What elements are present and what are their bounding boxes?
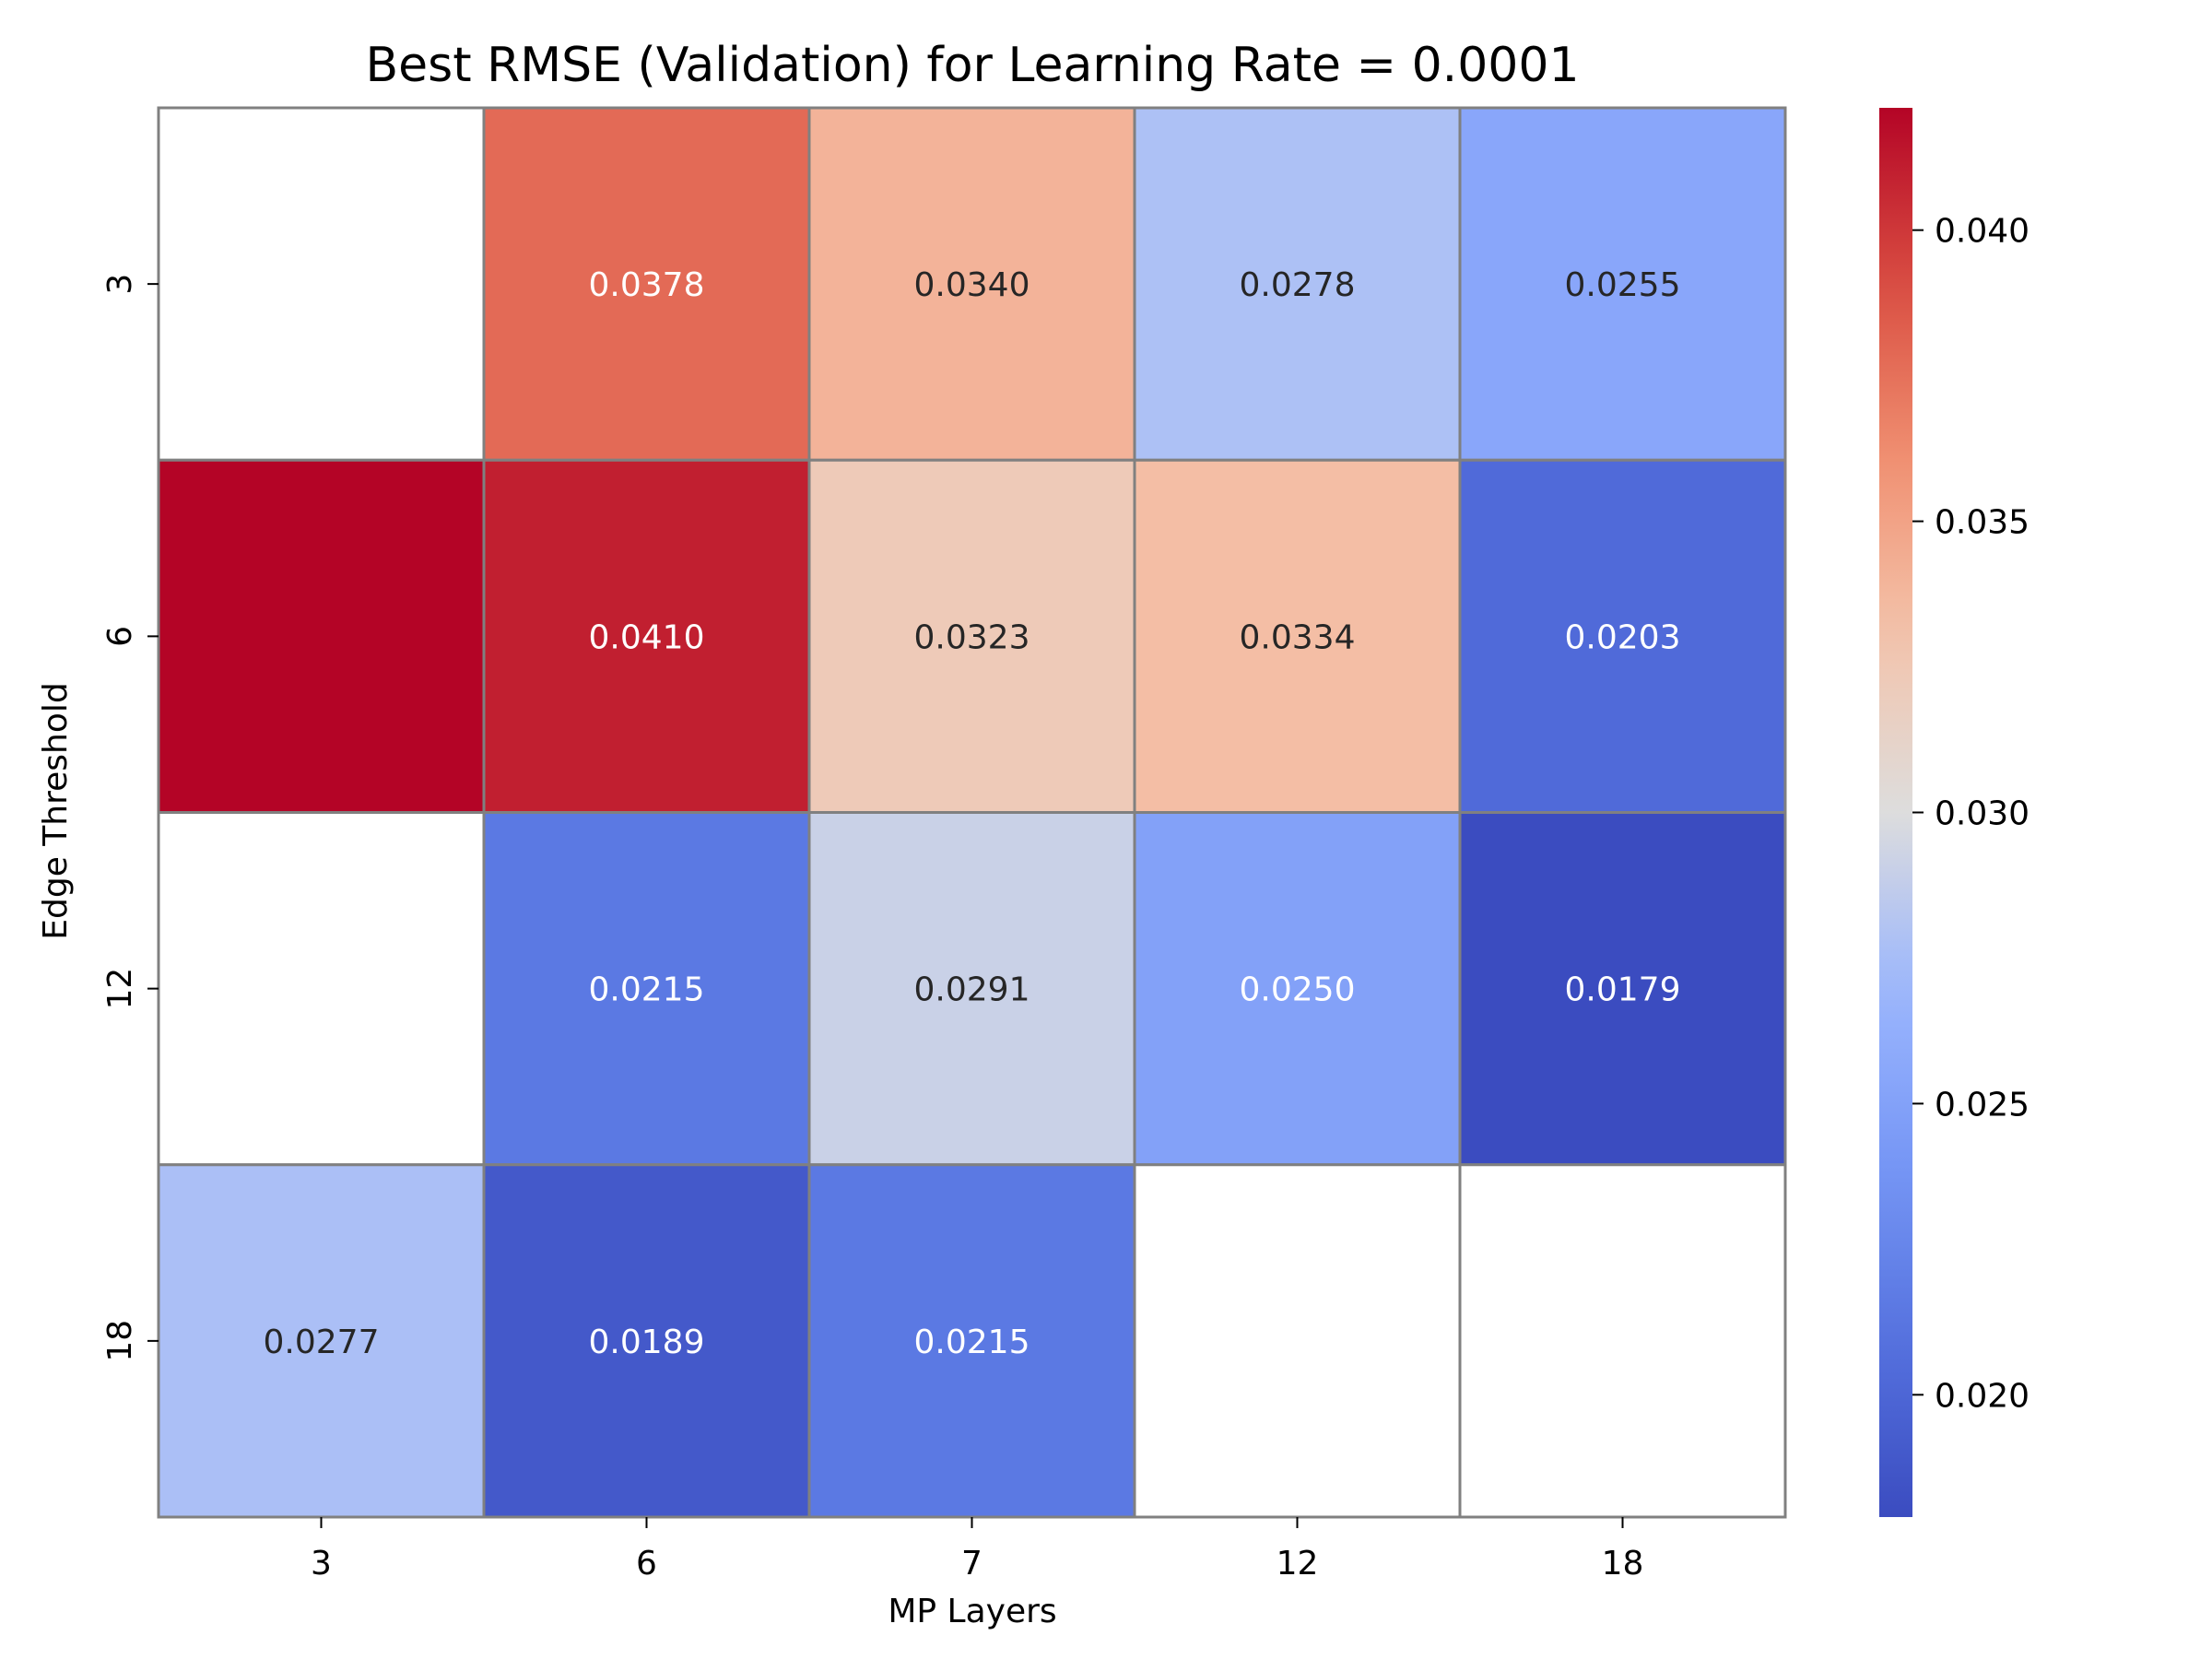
x-tick-label: 7 xyxy=(961,1545,982,1583)
heatmap-cell xyxy=(482,458,811,814)
colorbar-tick-label: 0.025 xyxy=(1935,1086,2030,1124)
heatmap-cell xyxy=(807,1163,1136,1519)
y-tick-label: 3 xyxy=(101,274,139,295)
x-tick-label: 6 xyxy=(636,1545,657,1583)
y-tick-label: 12 xyxy=(101,968,139,1010)
heatmap-cell xyxy=(1458,458,1787,814)
y-axis-label: Edge Threshold xyxy=(37,682,75,939)
colorbar-gradient xyxy=(1879,108,1912,1517)
heatmap-cell xyxy=(1458,106,1787,462)
cell-value-label: 0.0340 xyxy=(914,266,1030,304)
cell-value-label: 0.0189 xyxy=(589,1324,705,1361)
heatmap-cell xyxy=(1133,1163,1462,1519)
cell-value-label: 0.0278 xyxy=(1240,266,1356,304)
heatmap-cell xyxy=(157,458,486,814)
cell-value-label: 0.0179 xyxy=(1565,971,1681,1009)
y-axis-ticks: 3 6 12 18 xyxy=(101,274,159,1362)
cell-value-label: 0.0291 xyxy=(914,971,1030,1009)
heatmap-value-labels: 0.0378 0.0340 0.0278 0.0255 0.0410 0.0323 0.03… xyxy=(264,266,1681,1361)
heatmap-cells xyxy=(157,106,1787,1519)
cell-value-label: 0.0277 xyxy=(264,1324,380,1361)
colorbar-tick-label: 0.020 xyxy=(1935,1377,2030,1415)
heatmap-cell xyxy=(157,106,486,462)
x-axis-ticks: 3 6 7 12 18 xyxy=(311,1517,1643,1583)
heatmap-cell xyxy=(482,106,811,462)
colorbar-tick-label: 0.035 xyxy=(1935,504,2030,542)
x-tick-label: 18 xyxy=(1602,1545,1644,1583)
cell-value-label: 0.0334 xyxy=(1240,618,1356,656)
cell-value-label: 0.0215 xyxy=(589,971,705,1009)
cell-value-label: 0.0215 xyxy=(914,1324,1030,1361)
cell-value-label: 0.0410 xyxy=(589,618,705,656)
cell-value-label: 0.0323 xyxy=(914,618,1030,656)
heatmap-cell xyxy=(1458,1163,1787,1519)
cell-value-label: 0.0378 xyxy=(589,266,705,304)
y-tick-label: 18 xyxy=(101,1320,139,1362)
chart-title: Best RMSE (Validation) for Learning Rate… xyxy=(365,38,1579,93)
x-tick-label: 12 xyxy=(1277,1545,1319,1583)
heatmap-cell xyxy=(807,106,1136,462)
colorbar: 0.020 0.025 0.030 0.035 0.040 xyxy=(1879,108,2030,1517)
heatmap-cell xyxy=(157,1163,486,1519)
cell-value-label: 0.0255 xyxy=(1565,266,1681,304)
heatmap-cell xyxy=(1458,811,1787,1167)
x-axis-label: MP Layers xyxy=(888,1593,1056,1630)
heatmap-cell xyxy=(807,458,1136,814)
colorbar-tick-label: 0.030 xyxy=(1935,795,2030,833)
y-tick-label: 6 xyxy=(101,626,139,647)
heatmap-cell xyxy=(157,811,486,1167)
heatmap-cell xyxy=(1133,106,1462,462)
heatmap-cell xyxy=(807,811,1136,1167)
cell-value-label: 0.0203 xyxy=(1565,618,1681,656)
colorbar-tick-label: 0.040 xyxy=(1935,213,2030,251)
cell-value-label: 0.0250 xyxy=(1240,971,1356,1009)
heatmap-cell xyxy=(482,1163,811,1519)
x-tick-label: 3 xyxy=(311,1545,332,1583)
